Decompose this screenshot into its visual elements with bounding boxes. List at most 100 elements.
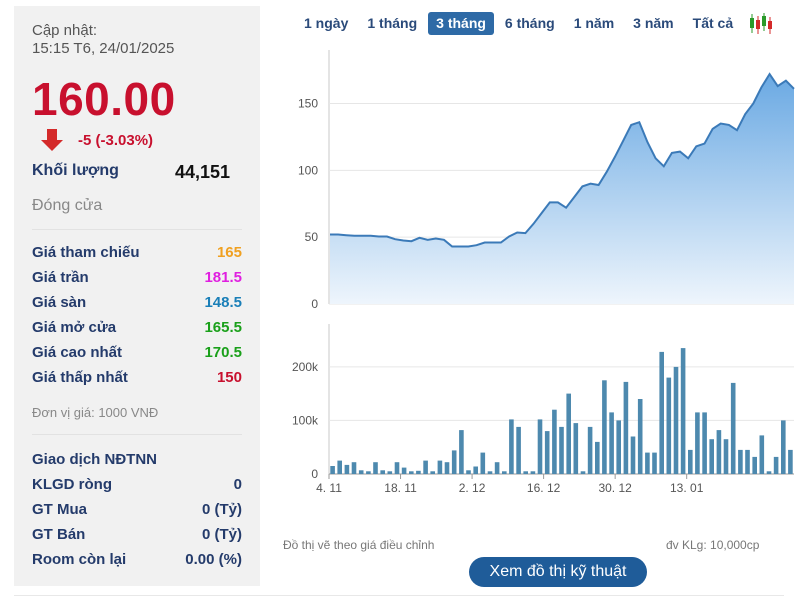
divider — [32, 229, 242, 230]
price-row: Giá trần 181.5 — [32, 265, 242, 290]
volume-bar — [752, 456, 757, 474]
volume-bar — [480, 452, 486, 474]
volume-bar — [380, 470, 385, 475]
volume-bar — [788, 449, 793, 474]
price-row-value: 150 — [216, 369, 242, 386]
foreign-row-value: 0.00 (%) — [185, 551, 242, 568]
x-tick-label: 2. 12 — [459, 481, 486, 495]
update-time: 15:15 T6, 24/01/2025 — [32, 40, 175, 57]
volume-bar — [423, 460, 428, 474]
x-tick-label: 13. 01 — [670, 481, 704, 495]
volume-bar — [330, 466, 335, 474]
foreign-row-label: Giao dịch NĐTNN — [32, 451, 158, 468]
divider — [32, 434, 242, 435]
volume-bar — [695, 412, 700, 474]
x-tick-label: 4. 11 — [316, 481, 342, 495]
volume-bar — [766, 471, 772, 474]
volume-bar — [773, 456, 779, 474]
price-row-value: 165 — [216, 244, 242, 261]
volume-bar — [673, 366, 679, 474]
period-tabs: 1 ngày 1 tháng 3 tháng 6 tháng 1 năm 3 n… — [296, 12, 774, 35]
foreign-row: Giao dịch NĐTNN — [32, 447, 242, 472]
tab-3-years[interactable]: 3 năm — [633, 15, 674, 31]
volume-bar — [358, 470, 364, 475]
volume-bar — [566, 393, 571, 474]
volume-bar — [637, 399, 643, 474]
volume-bar — [337, 460, 342, 474]
foreign-row: GT Bán 0 (Tỷ) — [32, 522, 242, 547]
volume-bar — [459, 430, 464, 474]
volume-bar — [494, 462, 500, 474]
foreign-row-value: 0 — [233, 476, 242, 493]
volume-bar — [616, 420, 621, 474]
volume-bar — [702, 412, 707, 474]
price-volume-chart: 0 50 100 150 0 100k 200k 4. 11 18. 11 2. 12 16. 12… — [292, 50, 795, 495]
volume-bar — [351, 462, 357, 474]
volume-bar — [444, 462, 450, 474]
volume-bar — [430, 471, 435, 474]
x-tick-label: 18. 11 — [384, 481, 417, 495]
volume-bar — [630, 436, 636, 474]
tab-1-month[interactable]: 1 tháng — [367, 15, 418, 31]
volume-bar — [451, 450, 457, 474]
volume-bar — [759, 435, 765, 474]
volume-bar — [394, 462, 400, 474]
foreign-row-label: GT Bán — [32, 526, 86, 543]
volume-row: Khối lượng 44,151 — [32, 162, 242, 183]
technical-chart-button[interactable]: Xem đồ thị kỹ thuật — [469, 557, 647, 587]
volume-bar — [781, 420, 786, 474]
price-change: -5 (-3.03%) — [78, 131, 154, 149]
foreign-row-value: 0 (Tỷ) — [201, 526, 242, 543]
volume-bar — [587, 426, 593, 474]
volume-bar — [738, 449, 743, 474]
foreign-row-label: KLGD ròng — [32, 476, 112, 493]
price-list: Giá tham chiếu 165 Giá trần 181.5 Giá sàn 1… — [32, 240, 242, 390]
x-tick-label: 30. 12 — [598, 481, 632, 495]
foreign-row: Room còn lại 0.00 (%) — [32, 547, 242, 572]
volume-bar — [530, 471, 536, 474]
volume-bar — [602, 380, 607, 475]
divider — [14, 595, 784, 596]
price-row-label: Giá tham chiếu — [32, 244, 140, 261]
price-row: Giá cao nhất 170.5 — [32, 340, 242, 365]
price-row: Giá sàn 148.5 — [32, 290, 242, 315]
volume-tick-label: 100k — [292, 413, 319, 427]
volume-bar — [544, 431, 550, 474]
foreign-trade-list: Giao dịch NĐTNN KLGD ròng 0 GT Mua 0 (Tỷ) … — [32, 447, 242, 572]
volume-bar — [523, 471, 528, 474]
volume-bar — [502, 471, 507, 474]
volume-bar — [730, 382, 736, 474]
volume-bar — [552, 409, 557, 474]
volume-bar — [473, 466, 478, 474]
tab-1-year[interactable]: 1 năm — [573, 15, 615, 31]
tab-6-months[interactable]: 6 tháng — [504, 15, 555, 31]
volume-bar — [366, 471, 371, 474]
tab-all[interactable]: Tất cả — [692, 15, 734, 31]
tab-3-months[interactable]: 3 tháng — [428, 12, 494, 35]
price-row-value: 148.5 — [204, 294, 242, 311]
volume-bar — [645, 452, 650, 474]
volume-tick-label: 0 — [311, 467, 318, 481]
price-row: Giá tham chiếu 165 — [32, 240, 242, 265]
volume-tick-label: 200k — [292, 360, 319, 374]
x-tick-label: 16. 12 — [527, 481, 561, 495]
price-row-label: Giá sàn — [32, 294, 87, 311]
volume-bar — [609, 412, 614, 474]
volume-bar — [595, 441, 600, 474]
price-tick-label: 50 — [305, 230, 319, 244]
volume-bar — [573, 423, 579, 474]
adjusted-price-note: Đồ thị vẽ theo giá điều chỉnh — [283, 538, 435, 552]
tab-1-day[interactable]: 1 ngày — [304, 15, 349, 31]
price-row: Giá thấp nhất 150 — [32, 365, 242, 390]
candlestick-icon[interactable] — [748, 12, 774, 35]
price-row-value: 165.5 — [204, 319, 242, 336]
price-row-value: 181.5 — [204, 269, 242, 286]
price-tick-label: 150 — [298, 96, 318, 110]
market-status: Đóng cửa — [32, 197, 103, 214]
volume-bar — [659, 351, 664, 474]
volume-bar — [559, 426, 564, 474]
change-row: -5 (-3.03%) — [32, 128, 242, 152]
volume-bar — [509, 419, 514, 474]
current-price: 160.00 — [32, 73, 176, 125]
foreign-row-label: Room còn lại — [32, 551, 127, 568]
